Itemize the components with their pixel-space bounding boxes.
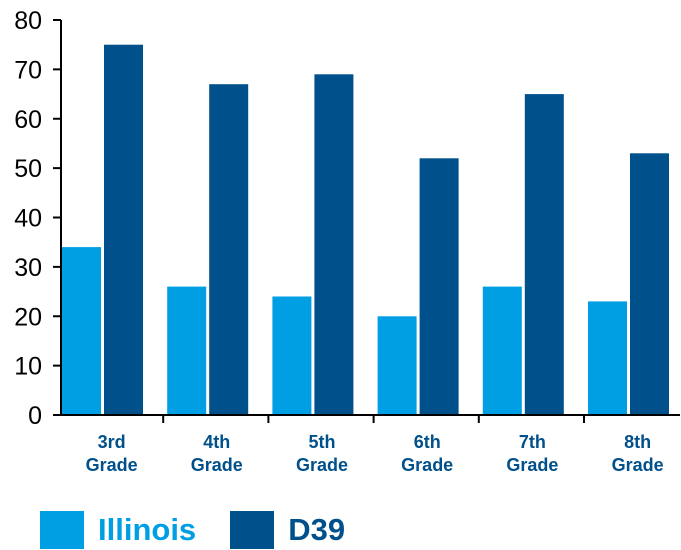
x-tick-label: 6th xyxy=(414,432,441,452)
bar-d39-3 xyxy=(314,74,354,416)
x-tick-label: 7th xyxy=(519,432,546,452)
x-tick-label: Grade xyxy=(191,455,243,475)
x-tick-label: Grade xyxy=(86,455,138,475)
x-tick-label: Grade xyxy=(612,455,664,475)
legend-item-illinois: Illinois xyxy=(40,511,196,549)
legend-label-d39: D39 xyxy=(288,512,346,547)
bar-d39-1 xyxy=(104,44,143,415)
y-tick-label: 10 xyxy=(14,353,42,381)
y-axis: 0 10 20 30 40 50 60 70 80 xyxy=(14,7,62,430)
x-tick-label: 5th xyxy=(309,432,336,452)
y-tick-label: 30 xyxy=(14,254,42,282)
bar-d39-5 xyxy=(524,94,564,415)
bars-group xyxy=(62,44,669,416)
y-tick-label: 40 xyxy=(14,205,42,233)
bar-d39-4 xyxy=(419,158,459,416)
legend-swatch-illinois xyxy=(40,511,84,549)
x-axis: 3rd Grade 4th Grade 5th Grade 6th Grade 7th Grade… xyxy=(61,414,680,475)
bar-d39-2 xyxy=(209,84,249,415)
bar-illinois-6 xyxy=(588,301,627,415)
legend-label-illinois: Illinois xyxy=(98,512,197,547)
x-tick-label: Grade xyxy=(401,455,453,475)
y-tick-label: 80 xyxy=(14,7,42,35)
bar-illinois-3 xyxy=(272,296,312,415)
x-tick-label: 8th xyxy=(624,432,651,452)
y-tick-label: 70 xyxy=(14,56,42,84)
x-tick-label: 4th xyxy=(203,432,230,452)
y-tick-label: 0 xyxy=(28,402,42,430)
y-tick-label: 50 xyxy=(14,155,42,183)
x-tick-label: Grade xyxy=(296,455,348,475)
bar-illinois-1 xyxy=(62,247,101,415)
bar-chart: 0 10 20 30 40 50 60 70 80 3rd Grade 4th Grade 5th Gra… xyxy=(14,7,680,475)
x-tick-label: 3rd xyxy=(98,432,126,452)
bar-d39-6 xyxy=(630,153,669,416)
y-tick-label: 20 xyxy=(14,303,42,331)
legend: Illinois D39 xyxy=(40,511,379,549)
bar-illinois-2 xyxy=(167,286,207,415)
y-tick-label: 60 xyxy=(14,106,42,134)
bar-illinois-4 xyxy=(377,316,417,416)
x-tick-label: Grade xyxy=(506,455,558,475)
legend-item-d39: D39 xyxy=(230,511,345,549)
bar-illinois-5 xyxy=(482,286,522,415)
legend-swatch-d39 xyxy=(230,511,275,549)
